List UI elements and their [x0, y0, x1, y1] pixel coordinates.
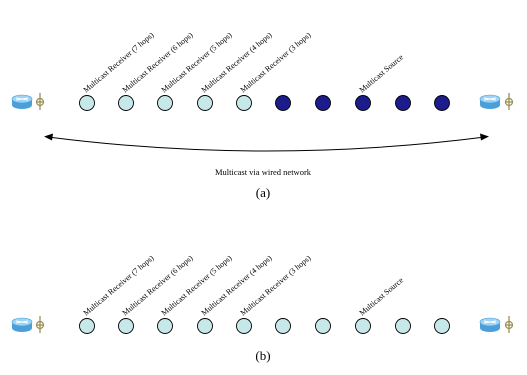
- mesh-node: [119, 96, 134, 111]
- source-label: Multicast Source: [358, 275, 406, 317]
- mesh-node: [356, 319, 371, 334]
- mesh-node: [276, 319, 291, 334]
- mesh-node: [158, 319, 173, 334]
- source-label: Multicast Source: [358, 52, 406, 94]
- receiver-label-3-hops: Multicast Receiver (3 hops): [239, 30, 313, 94]
- receiver-label-7-hops: Multicast Receiver (7 hops): [82, 253, 156, 317]
- mesh-node: [119, 319, 134, 334]
- mesh-node: [198, 96, 213, 111]
- panel-b: Multicast Receiver (7 hops) Multicast Re…: [12, 253, 513, 363]
- antenna-icon: [505, 316, 513, 333]
- router-icon: [480, 95, 500, 109]
- panel-caption: (b): [255, 348, 270, 363]
- mesh-node: [356, 96, 371, 111]
- wired-network-label: Multicast via wired network: [215, 167, 312, 177]
- router-icon: [12, 318, 32, 332]
- receiver-label-5-hops: Multicast Receiver (5 hops): [160, 253, 234, 317]
- mesh-node: [237, 319, 252, 334]
- wired-link-arc: [44, 134, 489, 152]
- receiver-label-4-hops: Multicast Receiver (4 hops): [200, 253, 274, 317]
- antenna-icon: [505, 93, 513, 110]
- mesh-node: [158, 96, 173, 111]
- mesh-node: [237, 96, 252, 111]
- mesh-nodes: [80, 319, 450, 334]
- mesh-node: [80, 319, 95, 334]
- mesh-nodes: [80, 96, 450, 111]
- panel-caption: (a): [256, 185, 270, 200]
- receiver-label-3-hops: Multicast Receiver (3 hops): [239, 253, 313, 317]
- node-labels: Multicast Receiver (7 hops) Multicast Re…: [82, 253, 406, 317]
- mesh-node: [80, 96, 95, 111]
- receiver-label-4-hops: Multicast Receiver (4 hops): [200, 30, 274, 94]
- mesh-node: [198, 319, 213, 334]
- router-icon: [480, 318, 500, 332]
- receiver-label-5-hops: Multicast Receiver (5 hops): [160, 30, 234, 94]
- mesh-node: [435, 319, 450, 334]
- receiver-label-7-hops: Multicast Receiver (7 hops): [82, 30, 156, 94]
- panel-a: Multicast Receiver (7 hops) Multicast Re…: [12, 30, 513, 200]
- mesh-node: [396, 319, 411, 334]
- node-labels: Multicast Receiver (7 hops) Multicast Re…: [82, 30, 406, 94]
- receiver-label-6-hops: Multicast Receiver (6 hops): [121, 253, 195, 317]
- receiver-label-6-hops: Multicast Receiver (6 hops): [121, 30, 195, 94]
- mesh-node: [316, 96, 331, 111]
- mesh-node: [276, 96, 291, 111]
- router-icon: [12, 95, 32, 109]
- mesh-node: [316, 319, 331, 334]
- antenna-icon: [36, 93, 44, 110]
- antenna-icon: [36, 316, 44, 333]
- mesh-node: [396, 96, 411, 111]
- mesh-node: [435, 96, 450, 111]
